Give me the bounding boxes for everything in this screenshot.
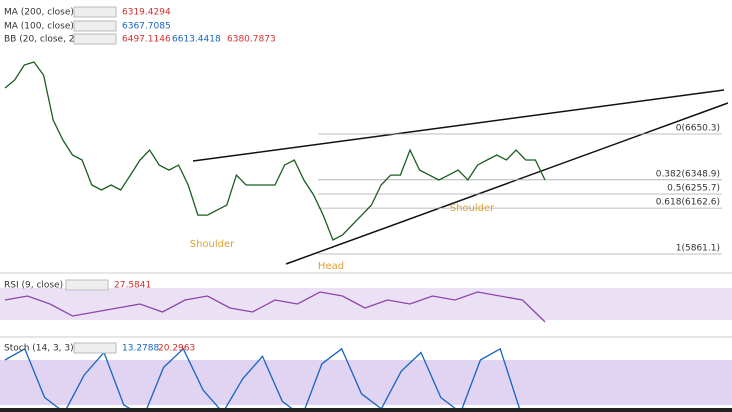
- legend-controls[interactable]: [73, 33, 117, 45]
- legend-controls[interactable]: [73, 20, 117, 32]
- legend-label: BB (20, close, 2): [4, 35, 78, 45]
- trend-line: [285, 102, 729, 265]
- legend: MA (200, close) 6319.4294 MA (100, close…: [4, 6, 276, 354]
- annotation: Shoulder: [190, 239, 235, 250]
- legend-label: RSI (9, close): [4, 281, 63, 291]
- legend-controls[interactable]: [65, 279, 109, 291]
- legend-value: 6497.1146: [122, 35, 171, 45]
- fib-label: 0.618(6162.6): [656, 198, 720, 208]
- series-line: [4, 291, 546, 323]
- legend-value: 6319.4294: [122, 8, 171, 18]
- fib-label: 0(6650.3): [676, 124, 720, 134]
- series-line: [4, 61, 546, 241]
- legend-label: MA (100, close): [4, 22, 74, 32]
- fib-label: 0.382(6348.9): [656, 169, 720, 179]
- fib-label: 1(5861.1): [676, 243, 720, 253]
- legend-value: 6613.4418: [172, 35, 221, 45]
- legend-controls[interactable]: [73, 342, 117, 354]
- band: [0, 288, 732, 320]
- legend-controls[interactable]: [73, 6, 117, 18]
- legend-value: 6380.7873: [227, 35, 276, 45]
- legend-value: 6367.7085: [122, 22, 171, 32]
- legend-label: MA (200, close): [4, 8, 74, 18]
- annotation: Head: [318, 261, 344, 272]
- trend-line: [192, 89, 725, 162]
- series-line: [4, 347, 521, 412]
- legend-label: Stoch (14, 3, 3): [4, 344, 74, 354]
- legend-value: 27.5841: [114, 281, 151, 291]
- legend-value: 13.2788: [122, 344, 159, 354]
- legend-value: 20.2963: [158, 344, 195, 354]
- bottom-edge: [0, 408, 732, 412]
- fib-label: 0.5(6255.7): [667, 183, 720, 193]
